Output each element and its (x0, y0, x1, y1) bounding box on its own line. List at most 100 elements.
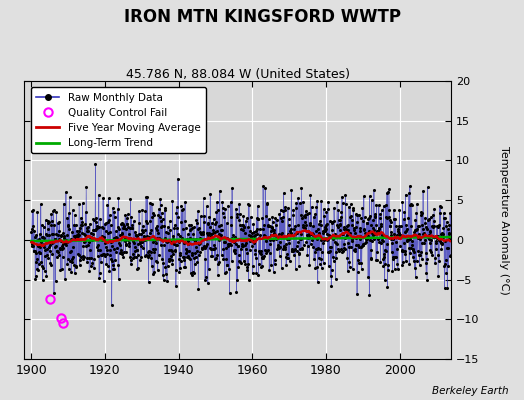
Point (66, 194, 74, 201)
Point (218, 227, 226, 233)
Point (232, 289, 241, 295)
Point (328, 266, 336, 273)
Point (138, 206, 146, 213)
Point (348, 217, 356, 224)
Point (193, 220, 201, 226)
Point (136, 237, 144, 244)
Point (177, 203, 185, 209)
Point (421, 215, 429, 221)
Point (442, 223, 451, 229)
Point (369, 224, 377, 231)
Point (250, 229, 259, 235)
Point (33, 209, 41, 216)
Point (313, 198, 321, 204)
Point (219, 256, 227, 262)
Point (305, 220, 314, 227)
Point (114, 262, 122, 268)
Point (210, 246, 218, 253)
Point (76, 225, 84, 231)
Point (422, 256, 431, 262)
Point (48, 231, 56, 237)
Point (373, 249, 381, 256)
Point (338, 194, 346, 200)
Point (73, 231, 82, 237)
Point (351, 246, 359, 252)
Point (220, 214, 228, 221)
Point (275, 245, 283, 251)
Point (324, 236, 333, 242)
Point (423, 276, 431, 283)
Point (372, 202, 380, 208)
Point (270, 227, 278, 233)
Point (68, 259, 76, 265)
Point (247, 243, 256, 249)
Point (346, 230, 354, 236)
Point (58, 266, 66, 272)
Point (138, 229, 147, 235)
Point (74, 251, 82, 258)
Point (29, 243, 37, 249)
Point (231, 236, 239, 243)
Point (93, 244, 101, 250)
Point (404, 215, 412, 221)
Point (41, 217, 50, 224)
Point (255, 248, 263, 254)
Point (293, 222, 302, 228)
Point (265, 267, 274, 273)
Point (142, 252, 150, 258)
Point (323, 221, 331, 227)
Point (67, 248, 75, 254)
Point (31, 276, 39, 283)
Point (408, 238, 417, 244)
Point (358, 243, 366, 249)
Point (171, 247, 179, 254)
Point (176, 249, 184, 256)
Point (350, 227, 358, 233)
Point (39, 264, 47, 271)
Point (34, 266, 42, 273)
Point (444, 226, 452, 232)
Point (311, 211, 319, 218)
Point (419, 188, 427, 194)
Point (156, 213, 164, 220)
Point (241, 261, 249, 267)
Point (340, 226, 348, 233)
Point (264, 223, 272, 229)
Point (157, 218, 166, 224)
Point (57, 232, 65, 238)
Point (179, 206, 187, 213)
Point (375, 225, 384, 232)
Point (151, 246, 159, 252)
Point (211, 245, 219, 251)
Point (368, 238, 376, 244)
Point (233, 243, 242, 249)
Point (177, 219, 185, 225)
Point (227, 199, 235, 206)
Point (412, 258, 421, 264)
Text: IRON MTN KINGSFORD WWTP: IRON MTN KINGSFORD WWTP (124, 8, 400, 26)
Point (32, 258, 40, 265)
Point (252, 228, 260, 234)
Point (224, 266, 233, 272)
Point (239, 243, 247, 250)
Point (247, 214, 255, 220)
Point (36, 250, 44, 256)
Point (44, 255, 52, 261)
Point (340, 244, 348, 251)
Point (191, 236, 200, 242)
Point (190, 270, 199, 276)
Point (442, 257, 450, 263)
Point (272, 235, 281, 241)
Point (48, 218, 56, 224)
Point (334, 207, 343, 213)
Point (305, 234, 313, 240)
Point (79, 255, 88, 262)
Point (172, 282, 180, 289)
Point (331, 231, 340, 237)
Point (354, 242, 362, 248)
Point (229, 232, 237, 238)
Point (336, 214, 345, 220)
Point (35, 231, 43, 237)
Point (186, 234, 194, 241)
Point (348, 266, 357, 272)
